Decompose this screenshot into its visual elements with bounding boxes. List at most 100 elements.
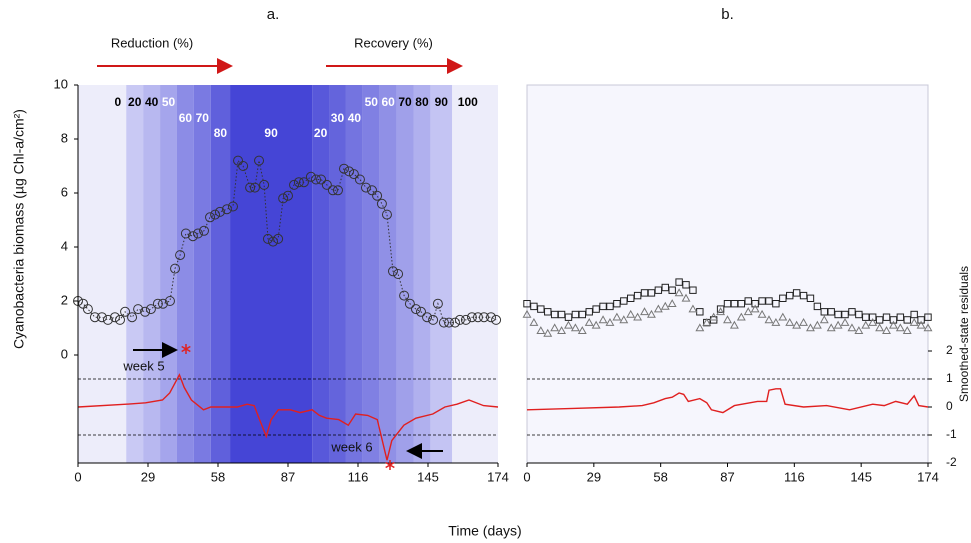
connector-line [77, 159, 497, 324]
data-point [523, 300, 531, 308]
data-point [640, 289, 649, 297]
data-point [716, 305, 725, 313]
x-tick-label: 58 [653, 469, 667, 484]
data-point [438, 317, 449, 328]
data-point [875, 323, 885, 332]
y2-tick-label: -2 [946, 455, 957, 469]
data-point [681, 293, 691, 302]
data-point [120, 306, 131, 317]
data-point [660, 301, 670, 310]
data-point [259, 179, 270, 190]
data-point [646, 309, 656, 318]
stage-band [193, 85, 211, 463]
data-point [862, 313, 870, 321]
y-axis-label: Cyanobacteria biomass (µg Chl-a/cm²) [11, 109, 27, 349]
y2-tick-label: 2 [946, 343, 953, 357]
data-point [536, 326, 546, 334]
data-point [564, 320, 573, 329]
data-point [305, 171, 316, 182]
data-point [819, 315, 829, 324]
data-point [164, 296, 175, 306]
data-point [792, 289, 801, 297]
data-point [381, 209, 392, 220]
data-point [544, 308, 552, 316]
y-tick-label: 6 [61, 184, 68, 199]
data-point [585, 308, 593, 316]
data-point [530, 302, 538, 311]
annotation: week 6 [330, 439, 372, 454]
data-point [127, 312, 138, 323]
data-point [491, 314, 502, 325]
stage-band [210, 85, 231, 463]
data-point [757, 309, 767, 318]
y-tick-label: 0 [61, 346, 68, 361]
stage-band [109, 85, 127, 463]
data-point [619, 315, 629, 324]
data-point [577, 326, 587, 334]
data-point [89, 312, 100, 323]
data-point [592, 305, 600, 313]
data-point [550, 323, 560, 332]
y2-axis-label: Smoothed-state residuals [957, 266, 971, 402]
data-point [688, 304, 698, 313]
data-point [779, 294, 787, 303]
data-point [344, 166, 355, 177]
data-point [367, 185, 377, 196]
data-point [606, 302, 614, 311]
data-point [96, 312, 107, 323]
data-point [170, 263, 181, 274]
band-label: 90 [435, 95, 449, 109]
band-label: 60 [179, 111, 193, 125]
data-point [311, 174, 321, 185]
data-point [192, 228, 203, 239]
data-point [570, 323, 580, 332]
data-point [321, 179, 332, 190]
data-point [682, 281, 690, 289]
x-tick-label: 174 [917, 469, 939, 484]
data-point [633, 312, 643, 321]
data-point [723, 315, 732, 324]
data-point [278, 193, 289, 204]
data-point [376, 198, 387, 209]
data-point [564, 313, 573, 321]
data-point [133, 304, 144, 315]
band-label: 90 [264, 126, 278, 140]
data-point [354, 174, 365, 185]
data-point [422, 312, 433, 323]
data-point [910, 310, 918, 319]
data-point [227, 201, 238, 212]
band-label: 50 [162, 95, 176, 109]
data-point [702, 317, 712, 326]
data-point [847, 323, 857, 332]
y2-tick-label: 1 [946, 371, 953, 385]
data-point [145, 304, 156, 315]
stage-band [413, 85, 431, 463]
y2-tick-label: 0 [946, 399, 953, 413]
data-point [723, 300, 732, 308]
data-point [792, 320, 802, 329]
data-point [157, 298, 168, 309]
data-point [730, 300, 739, 308]
x-tick-label: 0 [523, 469, 530, 484]
data-point [633, 291, 642, 300]
data-point [620, 297, 628, 305]
data-point [778, 312, 788, 321]
stage-band [362, 85, 380, 463]
event-star [385, 460, 395, 470]
data-point [249, 182, 260, 193]
data-point [743, 307, 753, 316]
annotation: week 5 [122, 358, 164, 373]
data-point [221, 204, 232, 215]
band-label: 40 [348, 111, 362, 125]
data-point [668, 286, 676, 294]
data-point [799, 291, 808, 300]
stage-band [230, 85, 313, 463]
stage-band [430, 85, 453, 463]
y-tick-label: 8 [61, 130, 68, 145]
data-point [896, 313, 905, 321]
data-point [854, 326, 864, 334]
data-point [868, 313, 877, 321]
x-tick-label: 29 [587, 469, 601, 484]
x-tick-label: 145 [417, 469, 439, 484]
data-point [917, 316, 925, 324]
